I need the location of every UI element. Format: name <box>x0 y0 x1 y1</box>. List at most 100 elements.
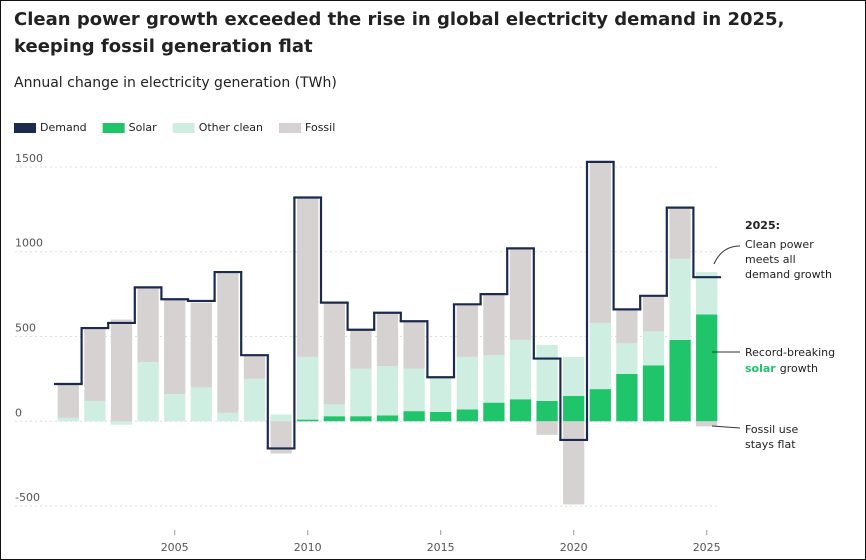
bar-segment <box>589 322 611 390</box>
legend-label: Other clean <box>199 121 263 134</box>
chart-subtitle: Annual change in electricity generation … <box>14 75 337 91</box>
bar-segment <box>456 304 478 357</box>
legend-label: Solar <box>129 121 158 134</box>
legend-label: Fossil <box>305 121 335 134</box>
bar-segment <box>642 331 665 366</box>
bar-segment <box>403 321 425 369</box>
y-tick-label: 500 <box>15 322 36 335</box>
legend-label: Demand <box>40 121 87 134</box>
x-tick-label: 2005 <box>161 541 189 554</box>
y-tick-label: -500 <box>15 491 40 504</box>
y-tick-label: 1500 <box>15 152 43 165</box>
bar-segment <box>297 356 319 420</box>
demand-line <box>53 160 722 450</box>
annotation: stays flat <box>745 438 796 451</box>
annotation-arrow <box>713 245 741 265</box>
legend-swatch <box>102 123 125 133</box>
bar-segment <box>57 384 79 418</box>
x-tick-label: 2025 <box>693 541 721 554</box>
x-tick-label: 2015 <box>427 541 455 554</box>
bar-segment <box>376 366 399 416</box>
x-tick-label: 2010 <box>294 541 322 554</box>
bar-segment <box>350 416 372 422</box>
bar-segment <box>350 368 372 417</box>
annotation: meets all <box>745 253 796 266</box>
bar-segment <box>536 345 558 401</box>
x-tick-label: 2020 <box>560 541 588 554</box>
bar-segment <box>456 409 478 422</box>
annotation: Clean power <box>745 238 814 251</box>
bar-segment <box>616 309 638 344</box>
bar-segment <box>696 272 718 315</box>
bar-segment <box>217 412 239 422</box>
bar-segment <box>323 416 345 422</box>
bar-segment <box>430 411 452 422</box>
bar-segment <box>137 287 159 362</box>
annotation: demand growth <box>745 268 832 281</box>
y-tick-label: 0 <box>15 406 22 419</box>
annotation: 2025: <box>745 219 780 232</box>
annotation-line <box>711 425 741 429</box>
bar-segment <box>589 389 611 422</box>
bar-segment <box>84 328 106 401</box>
bar-segment <box>483 294 505 356</box>
bar-segment <box>696 314 718 422</box>
bar-segment <box>509 248 532 340</box>
bar-segment <box>243 378 266 422</box>
bar-segment <box>642 295 665 332</box>
bar-segment <box>669 339 691 422</box>
bar-segment <box>509 399 532 422</box>
bar-segment <box>563 395 585 422</box>
bar-segment <box>270 414 292 422</box>
bar-segment <box>616 373 638 422</box>
bars <box>57 161 718 505</box>
bar-segment <box>243 355 266 379</box>
bar-segment <box>669 207 691 259</box>
bar-segment <box>483 355 505 403</box>
annotation: solar growth <box>745 362 818 375</box>
bar-segment <box>57 417 79 422</box>
bar-segment <box>376 313 399 367</box>
bar-segment <box>190 302 212 388</box>
bar-segment <box>84 400 106 422</box>
annotation: growth <box>780 362 818 375</box>
bar-segment <box>483 402 505 422</box>
bar-segment <box>110 421 133 425</box>
bar-segment <box>137 361 159 422</box>
bar-segment <box>297 197 319 357</box>
bar-segment <box>430 378 452 412</box>
bar-segment <box>563 421 585 505</box>
chart-title: keeping fossil generation flat <box>14 36 313 57</box>
bar-segment <box>696 421 718 427</box>
bar-segment <box>642 365 665 422</box>
bar-segment <box>616 343 638 374</box>
annotation: Fossil use <box>745 423 798 436</box>
bar-segment <box>536 421 558 435</box>
legend-swatch <box>279 123 302 133</box>
bar-segment <box>509 339 532 400</box>
bar-segment <box>297 419 319 422</box>
bar-segment <box>403 368 425 412</box>
legend-swatch <box>172 123 195 133</box>
bar-segment <box>376 415 399 422</box>
bar-segment <box>190 387 212 422</box>
annotations: 2025: Clean power meets all demand growt… <box>711 219 835 451</box>
bar-segment <box>403 411 425 422</box>
bar-segment <box>536 400 558 422</box>
bar-segment <box>164 299 186 395</box>
bar-segment <box>350 329 372 369</box>
bar-segment <box>669 258 691 340</box>
bar-segment <box>323 302 345 405</box>
legend-swatch <box>14 123 36 133</box>
bar-segment <box>563 356 585 396</box>
bar-segment <box>164 394 186 422</box>
bar-segment <box>323 404 345 417</box>
grid <box>15 166 720 535</box>
bar-segment <box>270 421 292 454</box>
annotation-highlight: solar <box>745 362 776 375</box>
y-tick-label: 1000 <box>15 237 43 250</box>
chart-title: Clean power growth exceeded the rise in … <box>14 9 784 30</box>
annotation: Record-breaking <box>745 346 835 359</box>
